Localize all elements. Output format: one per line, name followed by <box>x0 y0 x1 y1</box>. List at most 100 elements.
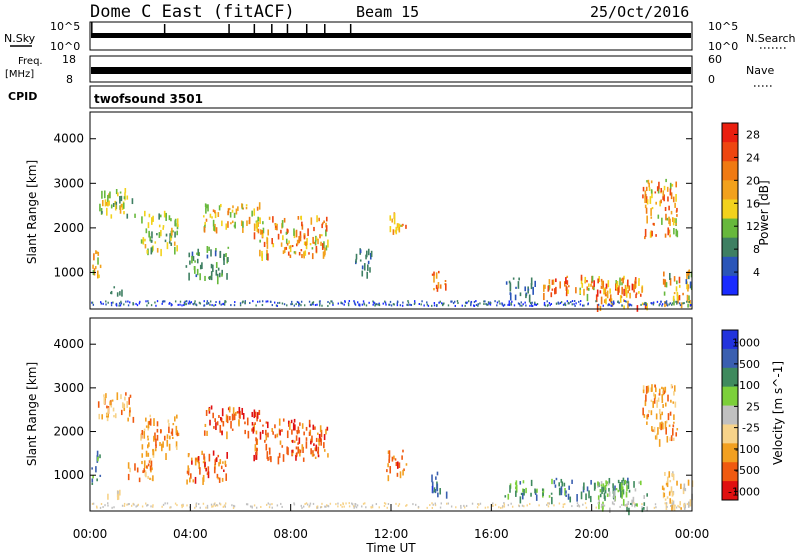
velocity-cell <box>187 453 190 458</box>
velocity-cell <box>277 456 280 465</box>
power-cell <box>603 288 605 295</box>
velocity-cell <box>498 506 500 509</box>
velocity-cell <box>268 447 271 455</box>
velocity-cell <box>162 441 164 448</box>
velocity-cell <box>168 426 170 434</box>
velocity-cell <box>294 424 296 431</box>
power-cell <box>670 210 673 215</box>
power-cell <box>253 232 256 240</box>
power-cell <box>590 283 592 287</box>
power-cell <box>181 304 183 307</box>
velocity-cell <box>306 503 309 506</box>
power-cell <box>636 305 639 312</box>
power-cell <box>624 284 627 288</box>
velocity-cell <box>159 429 162 434</box>
power-cell <box>257 228 260 234</box>
power-cell <box>600 278 603 282</box>
power-cell <box>208 246 210 251</box>
power-cell <box>121 203 124 210</box>
power-cell <box>623 299 625 302</box>
power-cell <box>224 301 226 304</box>
velocity-cell <box>278 452 281 458</box>
velocity-cell <box>558 482 560 487</box>
power-cell <box>536 302 539 305</box>
power-cell <box>170 218 172 222</box>
velocity-cell <box>163 435 166 441</box>
velocity-cell <box>671 428 674 436</box>
power-cell <box>318 217 320 222</box>
power-cell <box>407 301 410 304</box>
power-cell <box>273 301 276 304</box>
velocity-cell <box>107 493 109 500</box>
power-ytick-label: 3000 <box>53 176 84 190</box>
power-cell <box>398 223 401 228</box>
power-cell <box>353 301 356 304</box>
velocity-cell <box>391 456 394 462</box>
power-cell <box>340 301 342 304</box>
velocity-cell <box>99 454 101 459</box>
velocity-cell <box>598 499 601 504</box>
cpid-panel: CPID twofsound 3501 <box>8 85 693 109</box>
power-cell <box>437 282 440 289</box>
power-cell <box>126 195 129 200</box>
velocity-cell <box>141 453 144 458</box>
power-colorbar-segment <box>722 142 738 162</box>
power-cell <box>211 304 213 307</box>
power-cell <box>123 211 125 215</box>
velocity-cell <box>622 489 625 495</box>
velocity-cell <box>435 476 437 480</box>
power-cell <box>628 285 631 291</box>
power-cell <box>421 300 423 303</box>
velocity-cell <box>624 479 627 485</box>
velocity-ytick-label: 2000 <box>53 425 84 439</box>
power-cell <box>382 302 384 305</box>
velocity-cell <box>371 506 374 509</box>
power-cell <box>675 286 678 292</box>
power-cell <box>543 292 545 301</box>
power-cell <box>359 249 362 254</box>
power-cell <box>596 289 599 297</box>
power-cell <box>233 304 236 307</box>
velocity-cell <box>280 502 282 505</box>
power-colorbar-segment <box>722 275 738 296</box>
power-cell <box>549 304 551 307</box>
velocity-cell <box>342 502 344 505</box>
power-cell <box>599 305 602 312</box>
power-cell <box>210 263 213 269</box>
velocity-cell <box>154 432 156 440</box>
velocity-cell <box>127 462 130 469</box>
velocity-cell <box>673 504 675 511</box>
velocity-cell <box>405 463 408 466</box>
power-cell <box>146 304 148 307</box>
velocity-cell <box>224 464 227 467</box>
power-cell <box>202 215 205 218</box>
velocity-cell <box>619 505 621 508</box>
power-cell <box>91 301 94 304</box>
velocity-cell <box>683 503 685 508</box>
power-cell <box>261 250 263 258</box>
velocity-colorbar-segment <box>722 424 738 444</box>
power-cell <box>423 304 425 307</box>
power-cell <box>374 303 377 306</box>
power-cell <box>564 281 566 287</box>
velocity-cell <box>156 434 159 441</box>
velocity-cell <box>523 488 525 496</box>
power-cell <box>199 273 201 281</box>
velocity-cell <box>298 437 301 444</box>
velocity-cell <box>626 483 629 486</box>
power-cell <box>291 300 293 303</box>
velocity-cell <box>253 423 256 432</box>
velocity-cell <box>635 503 637 506</box>
power-cell <box>115 188 118 195</box>
power-cell <box>242 221 244 228</box>
velocity-cell <box>156 428 159 433</box>
power-cell <box>201 262 203 270</box>
power-cell <box>176 218 179 226</box>
velocity-cell <box>206 472 209 475</box>
velocity-cell <box>128 412 131 417</box>
power-cell <box>405 224 407 229</box>
power-cell <box>99 264 102 269</box>
power-cell <box>384 300 386 303</box>
power-cell <box>341 302 344 305</box>
velocity-cell <box>628 489 631 493</box>
